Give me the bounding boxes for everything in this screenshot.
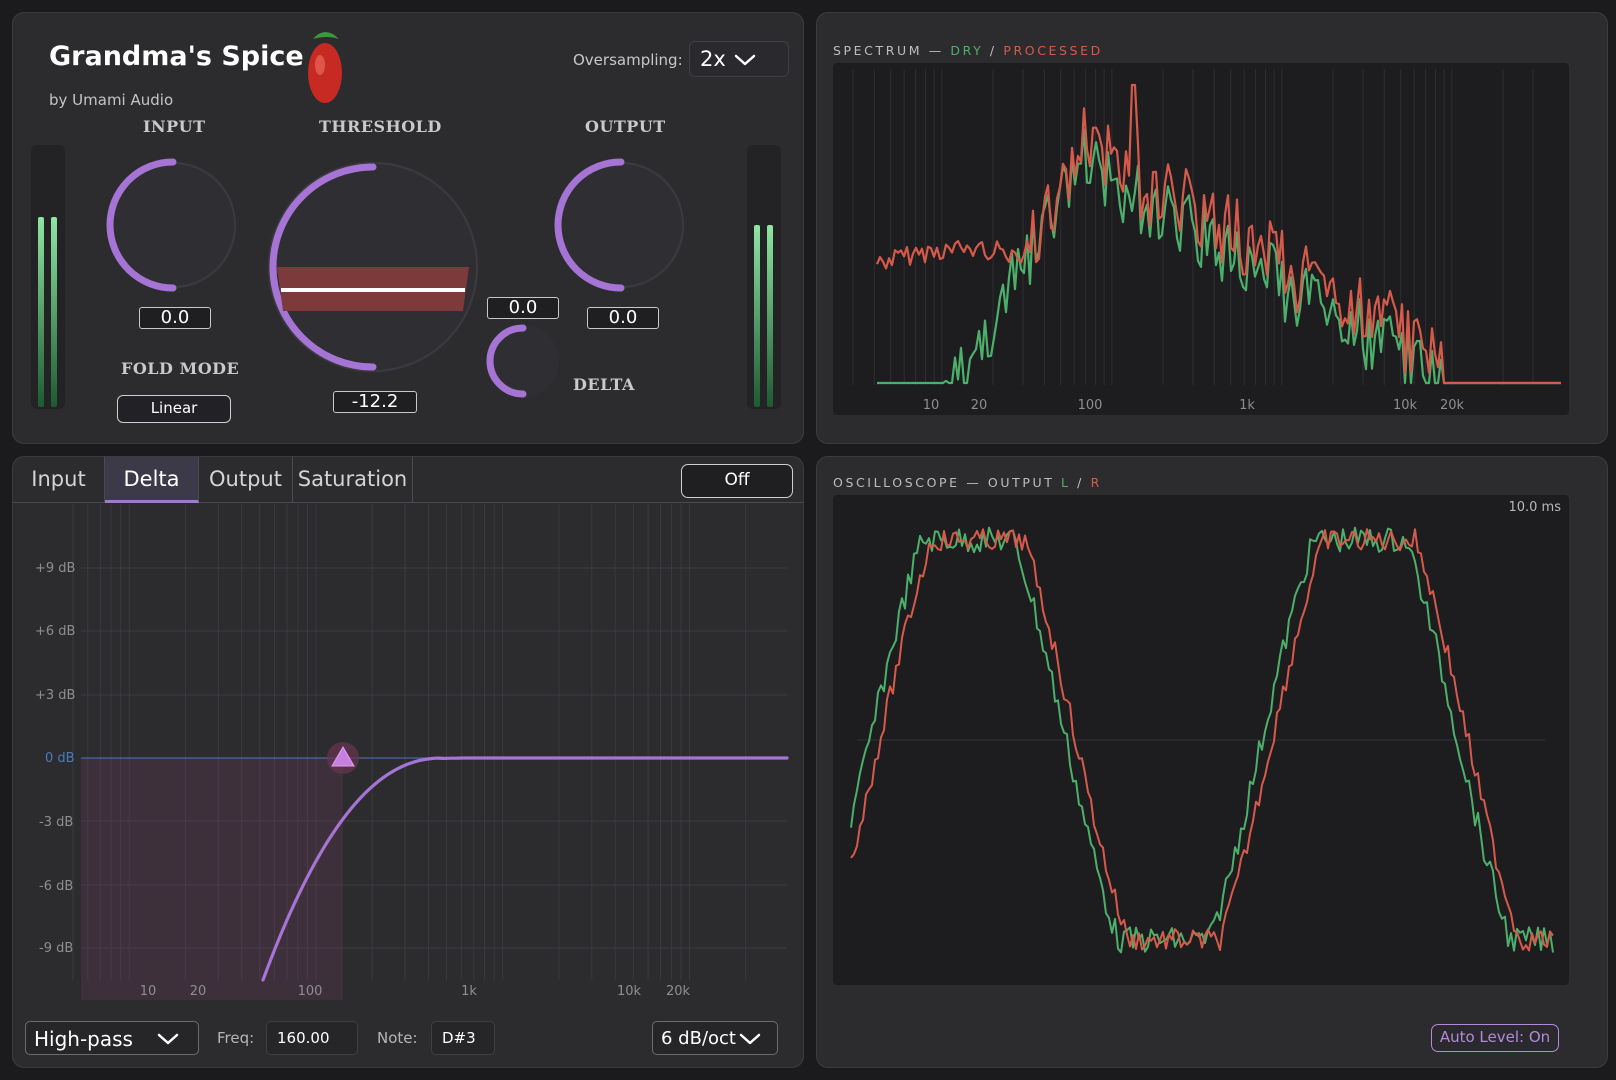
spectrum-tick-10k: 10k bbox=[1393, 398, 1418, 413]
spectrum-processed-label: PROCESSED bbox=[1003, 43, 1103, 58]
spectrum-sep: / bbox=[983, 43, 1004, 58]
spectrum-title-prefix: SPECTRUM — bbox=[833, 43, 951, 58]
spectrum-tick-10: 10 bbox=[923, 398, 940, 413]
threshold-value-field[interactable]: -12.2 bbox=[333, 391, 417, 413]
filter-type-select[interactable]: High-pass bbox=[25, 1021, 199, 1055]
note-value: D#3 bbox=[442, 1029, 476, 1047]
threshold-knob[interactable] bbox=[267, 161, 479, 373]
spectrum-tick-100: 100 bbox=[1078, 398, 1103, 413]
spectrum-tick-20: 20 bbox=[971, 398, 988, 413]
input-knob[interactable] bbox=[106, 158, 237, 292]
chevron-down-icon bbox=[157, 1033, 179, 1045]
tab-saturation[interactable]: Saturation bbox=[293, 457, 413, 503]
filter-frequency-handle[interactable] bbox=[327, 742, 359, 774]
filter-panel: Input Delta Output Saturation Off +9 dB … bbox=[12, 456, 804, 1068]
freq-input[interactable]: 160.00 bbox=[266, 1021, 358, 1055]
chili-pepper-logo bbox=[308, 32, 342, 103]
filter-tab-bar: Input Delta Output Saturation Off bbox=[13, 457, 803, 503]
x-tick-1k: 1k bbox=[461, 984, 477, 999]
spectrum-dry-curve bbox=[877, 128, 1561, 385]
filter-enable-toggle[interactable]: Off bbox=[681, 464, 793, 498]
freq-value: 160.00 bbox=[277, 1029, 330, 1047]
delta-knob-label: DELTA bbox=[573, 375, 635, 394]
filter-y-axis: +9 dB +6 dB +3 dB 0 dB -3 dB -6 dB -9 dB bbox=[35, 561, 75, 956]
auto-level-button[interactable]: Auto Level: On bbox=[1431, 1024, 1559, 1052]
output-value-field[interactable]: 0.0 bbox=[587, 307, 659, 329]
input-level-meter bbox=[31, 145, 65, 409]
chevron-down-icon bbox=[739, 1033, 761, 1045]
oscilloscope-right-trace bbox=[850, 528, 1554, 952]
filter-cut-region bbox=[81, 758, 343, 1000]
x-tick-10: 10 bbox=[140, 984, 157, 999]
x-tick-20: 20 bbox=[190, 984, 207, 999]
x-tick-20k: 20k bbox=[666, 984, 691, 999]
oscilloscope-sep: / bbox=[1070, 475, 1091, 490]
spectrum-graph: 10 20 100 1k 10k 20k bbox=[852, 69, 1561, 413]
note-input[interactable]: D#3 bbox=[431, 1021, 495, 1055]
delta-knob[interactable] bbox=[486, 324, 559, 398]
plugin-byline: by Umami Audio bbox=[49, 91, 174, 109]
x-tick-100: 100 bbox=[298, 984, 323, 999]
tab-input[interactable]: Input bbox=[13, 457, 105, 503]
oscilloscope-panel: OSCILLOSCOPE — OUTPUT L / R 10.0 ms Auto… bbox=[816, 456, 1608, 1068]
spectrum-grid bbox=[852, 69, 1534, 385]
y-tick-plus3: +3 dB bbox=[35, 688, 75, 703]
output-knob-label: OUTPUT bbox=[585, 117, 666, 136]
y-tick-plus6: +6 dB bbox=[35, 624, 75, 639]
spectrum-plot: 10 20 100 1k 10k 20k bbox=[833, 63, 1569, 415]
tab-delta[interactable]: Delta bbox=[105, 457, 199, 503]
filter-type-value: High-pass bbox=[34, 1027, 133, 1051]
spectrum-processed-curve bbox=[875, 83, 1561, 385]
time-scale-label: 10.0 ms bbox=[1508, 500, 1561, 515]
main-controls-panel: Grandma's Spice bbox=[12, 12, 804, 444]
fold-mode-button[interactable]: Linear bbox=[117, 395, 231, 423]
oscilloscope-title: OSCILLOSCOPE — OUTPUT L / R bbox=[833, 475, 1102, 490]
y-tick-zero: 0 dB bbox=[45, 751, 75, 766]
x-tick-10k: 10k bbox=[617, 984, 642, 999]
y-tick-minus3: -3 dB bbox=[39, 815, 73, 830]
spectrum-title: SPECTRUM — DRY / PROCESSED bbox=[833, 43, 1103, 58]
plugin-title: Grandma's Spice bbox=[49, 41, 304, 72]
output-level-meter bbox=[747, 145, 781, 409]
main-graphics bbox=[31, 32, 781, 409]
oscilloscope-graph: 10.0 ms bbox=[850, 500, 1561, 954]
spectrum-tick-20k: 20k bbox=[1440, 398, 1465, 413]
spectrum-panel: SPECTRUM — DRY / PROCESSED 10 20 100 1k … bbox=[816, 12, 1608, 444]
oversampling-label: Oversampling: bbox=[573, 51, 683, 69]
spectrum-x-axis: 10 20 100 1k 10k 20k bbox=[923, 398, 1465, 413]
threshold-knob-label: THRESHOLD bbox=[319, 117, 442, 136]
oscilloscope-title-prefix: OSCILLOSCOPE — OUTPUT bbox=[833, 475, 1062, 490]
oscilloscope-right-label: R bbox=[1090, 475, 1102, 490]
oversampling-select[interactable]: 2x bbox=[689, 41, 789, 77]
note-label: Note: bbox=[377, 1029, 418, 1047]
fold-mode-label: FOLD MODE bbox=[121, 359, 240, 378]
tab-output[interactable]: Output bbox=[199, 457, 293, 503]
oscilloscope-left-trace bbox=[850, 526, 1554, 954]
slope-value: 6 dB/oct bbox=[661, 1028, 736, 1049]
oversampling-value: 2x bbox=[700, 47, 726, 71]
input-value-field[interactable]: 0.0 bbox=[139, 307, 211, 329]
y-tick-plus9: +9 dB bbox=[35, 561, 75, 576]
spectrum-dry-label: DRY bbox=[950, 43, 984, 58]
filter-x-axis: 10 20 100 1k 10k 20k bbox=[140, 984, 691, 999]
slope-select[interactable]: 6 dB/oct bbox=[652, 1021, 778, 1055]
freq-label: Freq: bbox=[217, 1029, 255, 1047]
filter-grid bbox=[72, 504, 787, 980]
oscilloscope-left-label: L bbox=[1061, 475, 1071, 490]
y-tick-minus9: -9 dB bbox=[39, 941, 73, 956]
chevron-down-icon bbox=[734, 54, 756, 66]
input-knob-label: INPUT bbox=[143, 117, 206, 136]
y-tick-minus6: -6 dB bbox=[39, 879, 73, 894]
spectrum-tick-1k: 1k bbox=[1239, 398, 1255, 413]
output-knob[interactable] bbox=[554, 158, 685, 292]
filter-curve bbox=[261, 756, 789, 982]
delta-value-field[interactable]: 0.0 bbox=[487, 297, 559, 319]
oscilloscope-plot: 10.0 ms bbox=[833, 495, 1569, 985]
filter-response-graph[interactable]: +9 dB +6 dB +3 dB 0 dB -3 dB -6 dB -9 dB… bbox=[13, 504, 804, 1024]
